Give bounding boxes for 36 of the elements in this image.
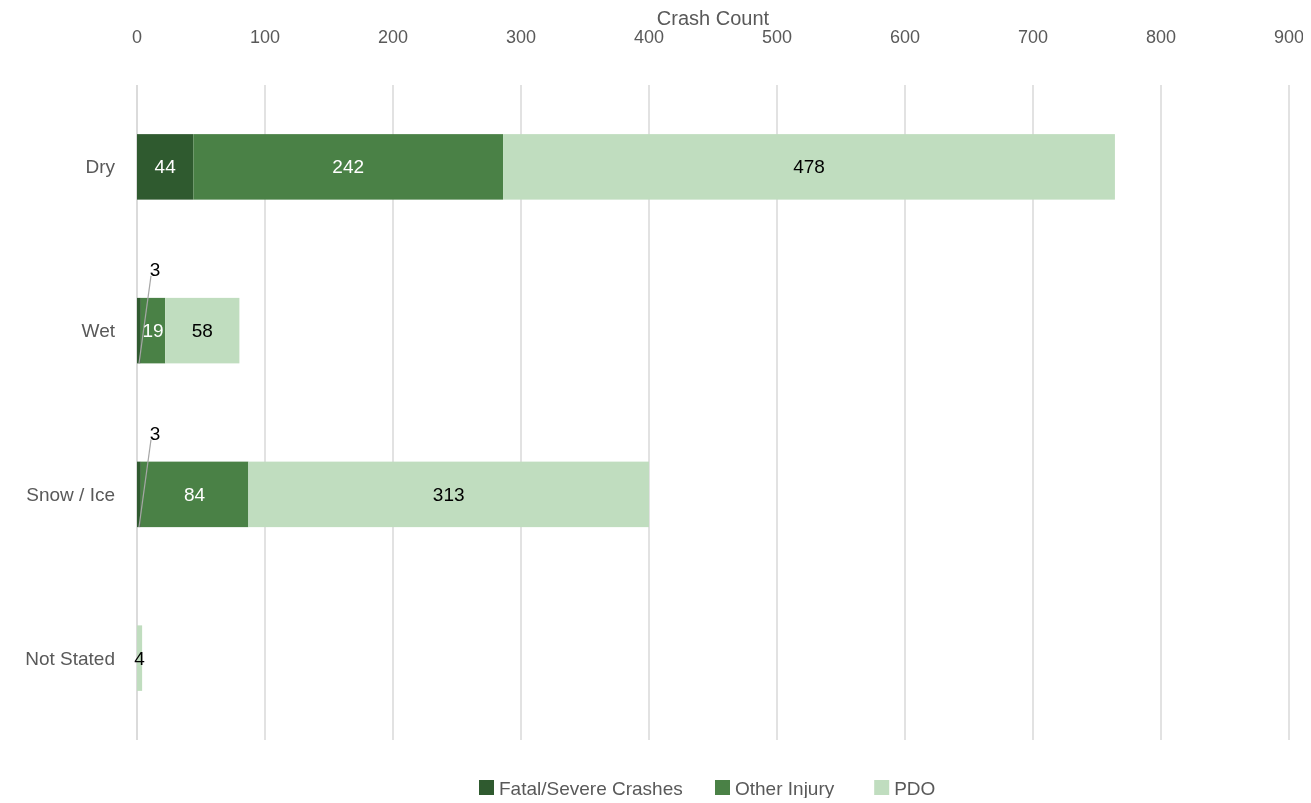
data-label: 313 (432, 483, 465, 505)
legend-label: PDO (894, 777, 936, 799)
data-label: 84 (184, 483, 206, 505)
x-tick-label: 700 (1017, 27, 1049, 47)
y-tick-label: Not Stated (25, 647, 115, 669)
bar (140, 461, 249, 528)
bar (193, 134, 504, 200)
data-label: 3 (149, 423, 161, 445)
bar (503, 134, 1115, 200)
bar (137, 297, 141, 364)
y-tick-label: Snow / Ice (26, 483, 115, 505)
data-label: 242 (332, 156, 365, 178)
x-tick-label: 300 (505, 27, 537, 47)
data-label: 478 (793, 156, 825, 178)
x-tick-label: 0 (131, 27, 143, 47)
data-label: 44 (154, 156, 177, 178)
x-tick-label: 200 (377, 27, 409, 47)
x-axis-title: Crash Count (656, 7, 770, 29)
x-tick-label: 500 (761, 27, 793, 47)
x-tick-label: 100 (249, 27, 281, 47)
x-tick-label: 600 (889, 27, 921, 47)
y-tick-label: Dry (85, 156, 116, 178)
x-tick-label: 800 (1145, 27, 1177, 47)
legend-label: Other Injury (735, 777, 835, 799)
bar (248, 461, 649, 528)
x-tick-label: 900 (1273, 27, 1305, 47)
bar (165, 297, 240, 364)
legend-label: Fatal/Severe Crashes (499, 777, 683, 799)
data-label: 3 (149, 259, 161, 281)
data-label: 19 (142, 320, 164, 342)
bar (137, 461, 141, 528)
y-tick-label: Wet (81, 320, 116, 342)
data-label: 4 (134, 647, 146, 669)
bar (137, 134, 194, 200)
data-label: 58 (191, 320, 213, 342)
x-tick-label: 400 (633, 27, 665, 47)
